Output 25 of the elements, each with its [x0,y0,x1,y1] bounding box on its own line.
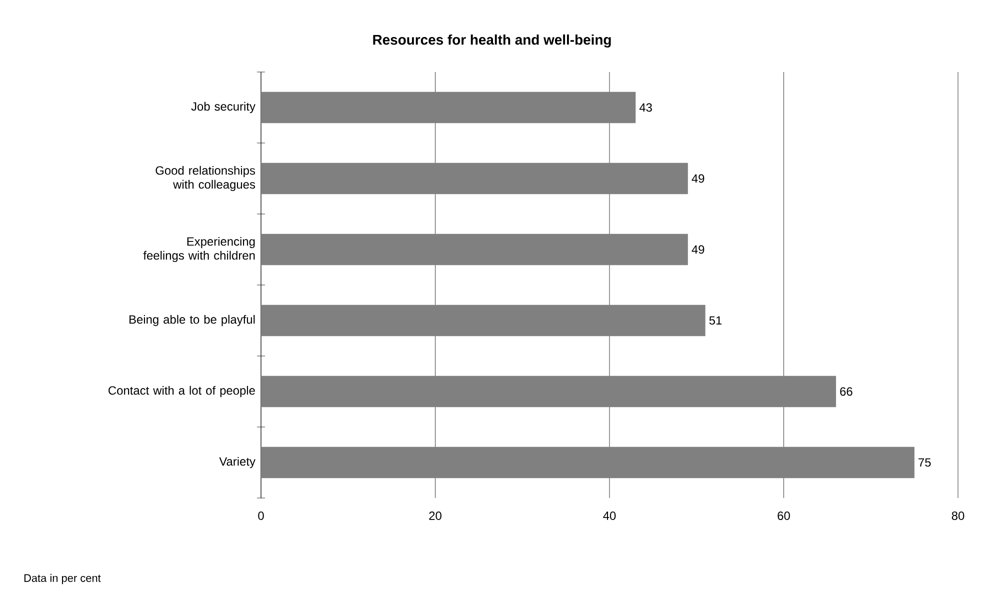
bar [261,162,688,194]
x-tick-label: 80 [952,512,964,520]
x-tick-label: 40 [603,512,616,520]
data-label: 75 [918,458,931,467]
x-tick-label: 0 [258,512,264,520]
bar [261,234,688,266]
y-tick-label: Being able to be playful [130,314,255,326]
data-label: 51 [709,316,722,325]
y-tick-label: Experiencing feelings with children [143,236,255,262]
bar [261,376,836,408]
y-tick-label: Job security [191,102,256,114]
y-tick-label: Variety [219,456,256,468]
x-tick-label: 20 [429,512,442,520]
data-label: 66 [840,387,852,396]
y-tick-label: Good relationships with colleagues [156,166,256,192]
chart-title: Resources for health and well-being [373,34,611,48]
bar [261,304,706,336]
data-label: 49 [692,245,704,254]
bar [261,446,914,478]
data-label: 43 [639,103,652,112]
x-tick-label: 60 [778,512,790,520]
text: Data in per cent [24,574,101,584]
bar [261,92,636,124]
data-label: 49 [692,174,704,183]
y-tick-label: Contact with a lot of people [108,386,255,398]
